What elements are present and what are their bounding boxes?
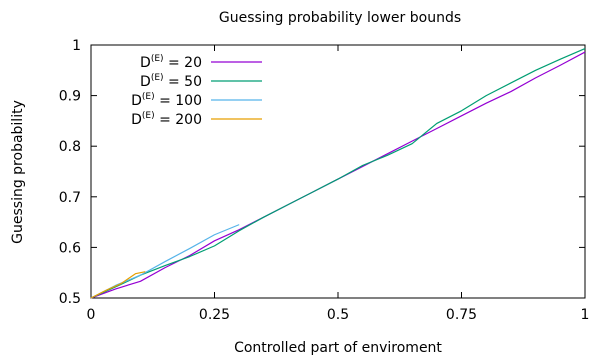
y-tick-label: 0.7 xyxy=(59,190,81,206)
series-line xyxy=(90,47,586,299)
x-axis-title: Controlled part of enviroment xyxy=(234,340,442,356)
y-tick-label: 0.6 xyxy=(59,240,81,256)
chart-title: Guessing probability lower bounds xyxy=(219,10,461,26)
legend-label: D(E) = 20 xyxy=(140,54,202,71)
y-tick-label: 0.9 xyxy=(59,89,81,105)
legend: D(E) = 20 D(E) = 50 D(E) = 100 D(E) = 200 xyxy=(131,54,262,128)
series-lines xyxy=(90,47,586,299)
x-tick-label: 0 xyxy=(87,307,96,323)
y-tick-label: 0.8 xyxy=(59,139,81,155)
y-tick-label: 0.5 xyxy=(59,291,81,307)
y-tick-label: 1 xyxy=(72,38,81,54)
legend-label: D(E) = 200 xyxy=(131,111,202,128)
x-tick-label: 0.25 xyxy=(199,307,230,323)
legend-label: D(E) = 50 xyxy=(140,73,202,90)
series-line xyxy=(90,224,240,299)
x-tick-label: 0.75 xyxy=(446,307,477,323)
x-tick-label: 0.5 xyxy=(327,307,349,323)
axis-ticks: 0 0.25 0.5 0.75 1 0.5 0.6 0.7 0.8 0.9 1 xyxy=(59,38,590,323)
y-axis-title: Guessing probability xyxy=(10,100,26,244)
x-tick-label: 1 xyxy=(581,307,590,323)
series-line xyxy=(90,271,146,299)
legend-label: D(E) = 100 xyxy=(131,92,202,109)
